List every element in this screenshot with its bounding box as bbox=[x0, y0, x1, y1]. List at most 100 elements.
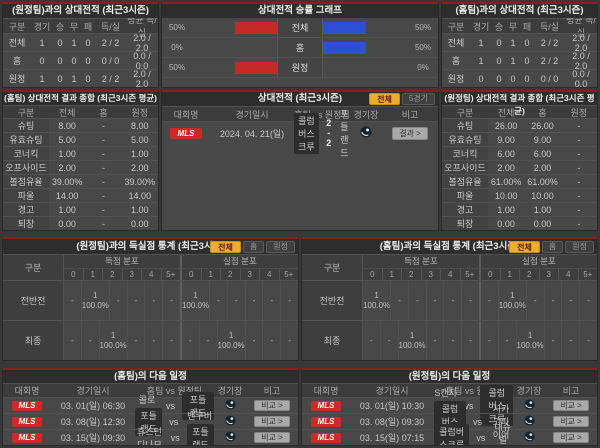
stat-value: 2.0 / 2.0 bbox=[572, 32, 590, 53]
column-header: 4 bbox=[141, 269, 161, 280]
row-label: 유효슈팅 bbox=[3, 133, 49, 146]
table-header: 대회명 경기일시 홈팀 vs 원정팀 경기장 비고 bbox=[302, 383, 597, 397]
panel-home-schedule: (홈팀)의 다음 일정 대회명 경기일시 홈팀 vs 원정팀 경기장 비고 ML… bbox=[2, 368, 299, 446]
soccer-ball-icon[interactable] bbox=[523, 431, 535, 444]
row-label: 경고 bbox=[3, 203, 49, 216]
column-header: 구분 bbox=[456, 108, 474, 118]
goal-dist-cell: - bbox=[525, 281, 544, 320]
filter-away-button[interactable]: 원정 bbox=[266, 241, 295, 253]
stat-value: 26.00 bbox=[494, 120, 518, 131]
goal-dist-cell: 1 100.0% bbox=[216, 321, 245, 360]
stat-value: 2.0 / 2.0 bbox=[133, 68, 151, 88]
goal-dist-cell: - bbox=[443, 321, 461, 360]
goal-stats-row: (원정팀)과의 득실점 통계 (최근3시즌) 전체 홈 원정 구분 득점 분포 … bbox=[2, 231, 598, 361]
stat-value: 0 bbox=[71, 55, 77, 66]
filter-all-button[interactable]: 전체 bbox=[509, 241, 540, 253]
goal-count: - bbox=[569, 295, 573, 305]
goal-count: - bbox=[398, 295, 401, 305]
goal-dist-cell: - bbox=[144, 281, 162, 320]
goal-count: 1 bbox=[374, 290, 379, 300]
table-row: 홈 0 0 0 0 0 / 0 0.0 / 0.0 bbox=[3, 51, 158, 71]
filter-5games-button[interactable]: 5경기 bbox=[401, 93, 435, 105]
goal-count: 1 bbox=[110, 330, 116, 340]
stat-value: 0.00 bbox=[497, 218, 515, 229]
filter-home-button[interactable]: 홈 bbox=[242, 241, 265, 253]
soccer-ball-icon[interactable] bbox=[360, 126, 372, 140]
stat-value: 0 bbox=[524, 37, 530, 48]
row-label: 볼점유율 bbox=[3, 175, 49, 188]
column-header: 전체 bbox=[58, 107, 76, 118]
panel-h2h-vs-away: (원정팀)과의 상대전적 (최근3시즌) 구분 경기 승 무 패 득/실 평균 … bbox=[2, 2, 159, 88]
stat-value: - bbox=[101, 204, 105, 215]
goal-dist-cell: 1 100.0% bbox=[497, 281, 526, 320]
filter-home-button[interactable]: 홈 bbox=[541, 241, 564, 253]
vs-label: vs bbox=[166, 400, 175, 411]
soccer-ball-icon[interactable] bbox=[224, 431, 236, 444]
stat-value: 1.00 bbox=[497, 204, 515, 215]
compare-button[interactable]: 비교 > bbox=[553, 432, 589, 443]
row-label: 오프사이드 bbox=[3, 161, 49, 174]
match-teams: 콜럼버스크루 2 - 2 포틀랜드 bbox=[294, 107, 350, 159]
stat-value: - bbox=[101, 176, 105, 187]
filter-all-button[interactable]: 전체 bbox=[369, 93, 400, 105]
column-header: 득/실 bbox=[100, 21, 121, 32]
column-header: 패 bbox=[83, 21, 93, 32]
soccer-ball-icon[interactable] bbox=[224, 399, 236, 412]
soccer-ball-icon[interactable] bbox=[224, 415, 236, 428]
table-row: 오프사이드 2.00 2.00 - bbox=[442, 160, 597, 174]
vs-label: vs bbox=[169, 416, 179, 427]
row-label: 원정 bbox=[8, 74, 26, 84]
column-header: 구분 bbox=[323, 263, 341, 273]
graph-row-label: 전체 bbox=[277, 18, 323, 37]
goal-count: - bbox=[587, 335, 590, 345]
stat-value: 9.00 bbox=[533, 134, 552, 145]
column-header: 구분 bbox=[17, 108, 35, 118]
row-label: 코너킥 bbox=[3, 147, 49, 160]
goal-dist-cell: - bbox=[262, 281, 280, 320]
soccer-ball-icon[interactable] bbox=[523, 415, 535, 428]
panel-title: 상대전적 (최근3시즌) 전체 5경기 bbox=[162, 92, 438, 106]
compare-button[interactable]: 비교 > bbox=[254, 416, 290, 427]
row-label: 슈팅 bbox=[442, 119, 488, 132]
stat-value: 1 bbox=[71, 37, 77, 48]
compare-button[interactable]: 비교 > bbox=[254, 432, 290, 443]
goal-dist-cell: - bbox=[126, 281, 145, 320]
stat-value: 61.00% bbox=[527, 176, 558, 187]
column-header: 3 bbox=[239, 269, 260, 280]
soccer-ball-icon[interactable] bbox=[523, 399, 535, 412]
compare-button[interactable]: 비교 > bbox=[553, 416, 589, 427]
stat-value: - bbox=[101, 148, 105, 159]
stat-value: 0 / 0 bbox=[540, 73, 559, 84]
stat-value: 2.00 bbox=[131, 162, 149, 173]
compare-button[interactable]: 비교 > bbox=[553, 400, 589, 411]
goal-count: - bbox=[551, 295, 555, 305]
result-button[interactable]: 결과 > bbox=[392, 126, 428, 140]
filter-all-button[interactable]: 전체 bbox=[210, 241, 241, 253]
table-row: 슈팅 26.00 26.00 - bbox=[442, 118, 597, 132]
goal-percent: 100.0% bbox=[363, 300, 391, 310]
compare-button[interactable]: 비교 > bbox=[254, 400, 290, 411]
row-label: 홈 bbox=[12, 56, 22, 66]
goal-count: - bbox=[252, 335, 256, 345]
stat-value: - bbox=[101, 134, 105, 145]
goal-dist-cell: - bbox=[362, 321, 380, 360]
panel-home-summary: (홈팀) 상대전적 결과 종합 (최근3시즌 평균) 구분 전체 홈 원정 슈팅… bbox=[2, 90, 159, 231]
match-datetime: 2024. 04. 21(일) bbox=[219, 128, 285, 139]
filter-away-button[interactable]: 원정 bbox=[565, 241, 594, 253]
panel-title-text: (원정팀)과의 득실점 통계 (최근3시즌) bbox=[76, 241, 225, 252]
goal-count: - bbox=[288, 335, 291, 345]
stat-value: 1 bbox=[510, 55, 516, 66]
row-label: 코너킥 bbox=[442, 147, 488, 160]
goal-dist-cell: - bbox=[561, 321, 579, 360]
column-header: 홈팀 vs 원정팀 bbox=[445, 386, 502, 396]
stat-value: 26.00 bbox=[531, 120, 554, 131]
goal-count: 1 bbox=[510, 290, 515, 300]
column-header: 무 bbox=[69, 21, 79, 32]
goal-count: 1 bbox=[527, 330, 533, 340]
table-row: 원정 0 0 0 0 0 / 0 0.0 / 0.0 bbox=[442, 69, 597, 87]
column-header: 경기일시 bbox=[235, 109, 269, 120]
conceded-group-header: 실점 분포 bbox=[479, 255, 597, 268]
column-header: 경기 bbox=[472, 21, 490, 32]
row-label: 파울 bbox=[3, 189, 49, 202]
stat-value: 0 bbox=[57, 73, 63, 84]
